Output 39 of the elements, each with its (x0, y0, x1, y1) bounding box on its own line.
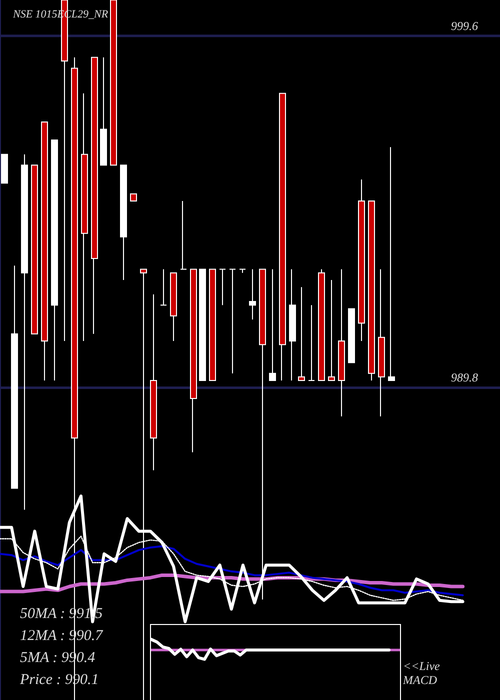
ref-line-label: 999.6 (451, 18, 478, 33)
candlestick (368, 200, 375, 382)
candlestick (338, 268, 345, 417)
candlestick (11, 265, 18, 489)
candlestick (21, 154, 28, 510)
candlestick (318, 268, 325, 382)
candlestick (378, 268, 385, 417)
candlestick (289, 268, 296, 382)
candlestick (358, 178, 365, 342)
candlestick (209, 268, 216, 382)
candlestick (249, 268, 256, 320)
candlestick (31, 164, 38, 334)
candlestick (328, 280, 335, 382)
candlestick (199, 268, 206, 382)
candlestick (100, 56, 107, 166)
candlestick (348, 308, 355, 364)
candlestick (110, 0, 117, 166)
candlestick (91, 56, 98, 334)
candlestick (150, 294, 157, 471)
candlestick (239, 268, 246, 274)
candlestick (279, 92, 286, 382)
candlestick (160, 268, 167, 306)
candlestick (81, 92, 88, 342)
candlestick (269, 268, 276, 382)
candlestick (1, 154, 8, 184)
candlestick (308, 304, 315, 382)
candlestick (229, 268, 236, 374)
candlestick (41, 122, 48, 382)
candlestick (51, 140, 58, 382)
candlestick (130, 193, 137, 202)
candlestick (170, 272, 177, 342)
candlestick (190, 268, 197, 453)
candlestick (219, 268, 226, 306)
text: <<Live MACD (403, 659, 441, 688)
candlestick (388, 146, 395, 382)
ref-line-label: 989.8 (451, 370, 478, 385)
candlestick (298, 286, 305, 382)
candlestick (120, 164, 127, 280)
candlestick (180, 200, 187, 270)
